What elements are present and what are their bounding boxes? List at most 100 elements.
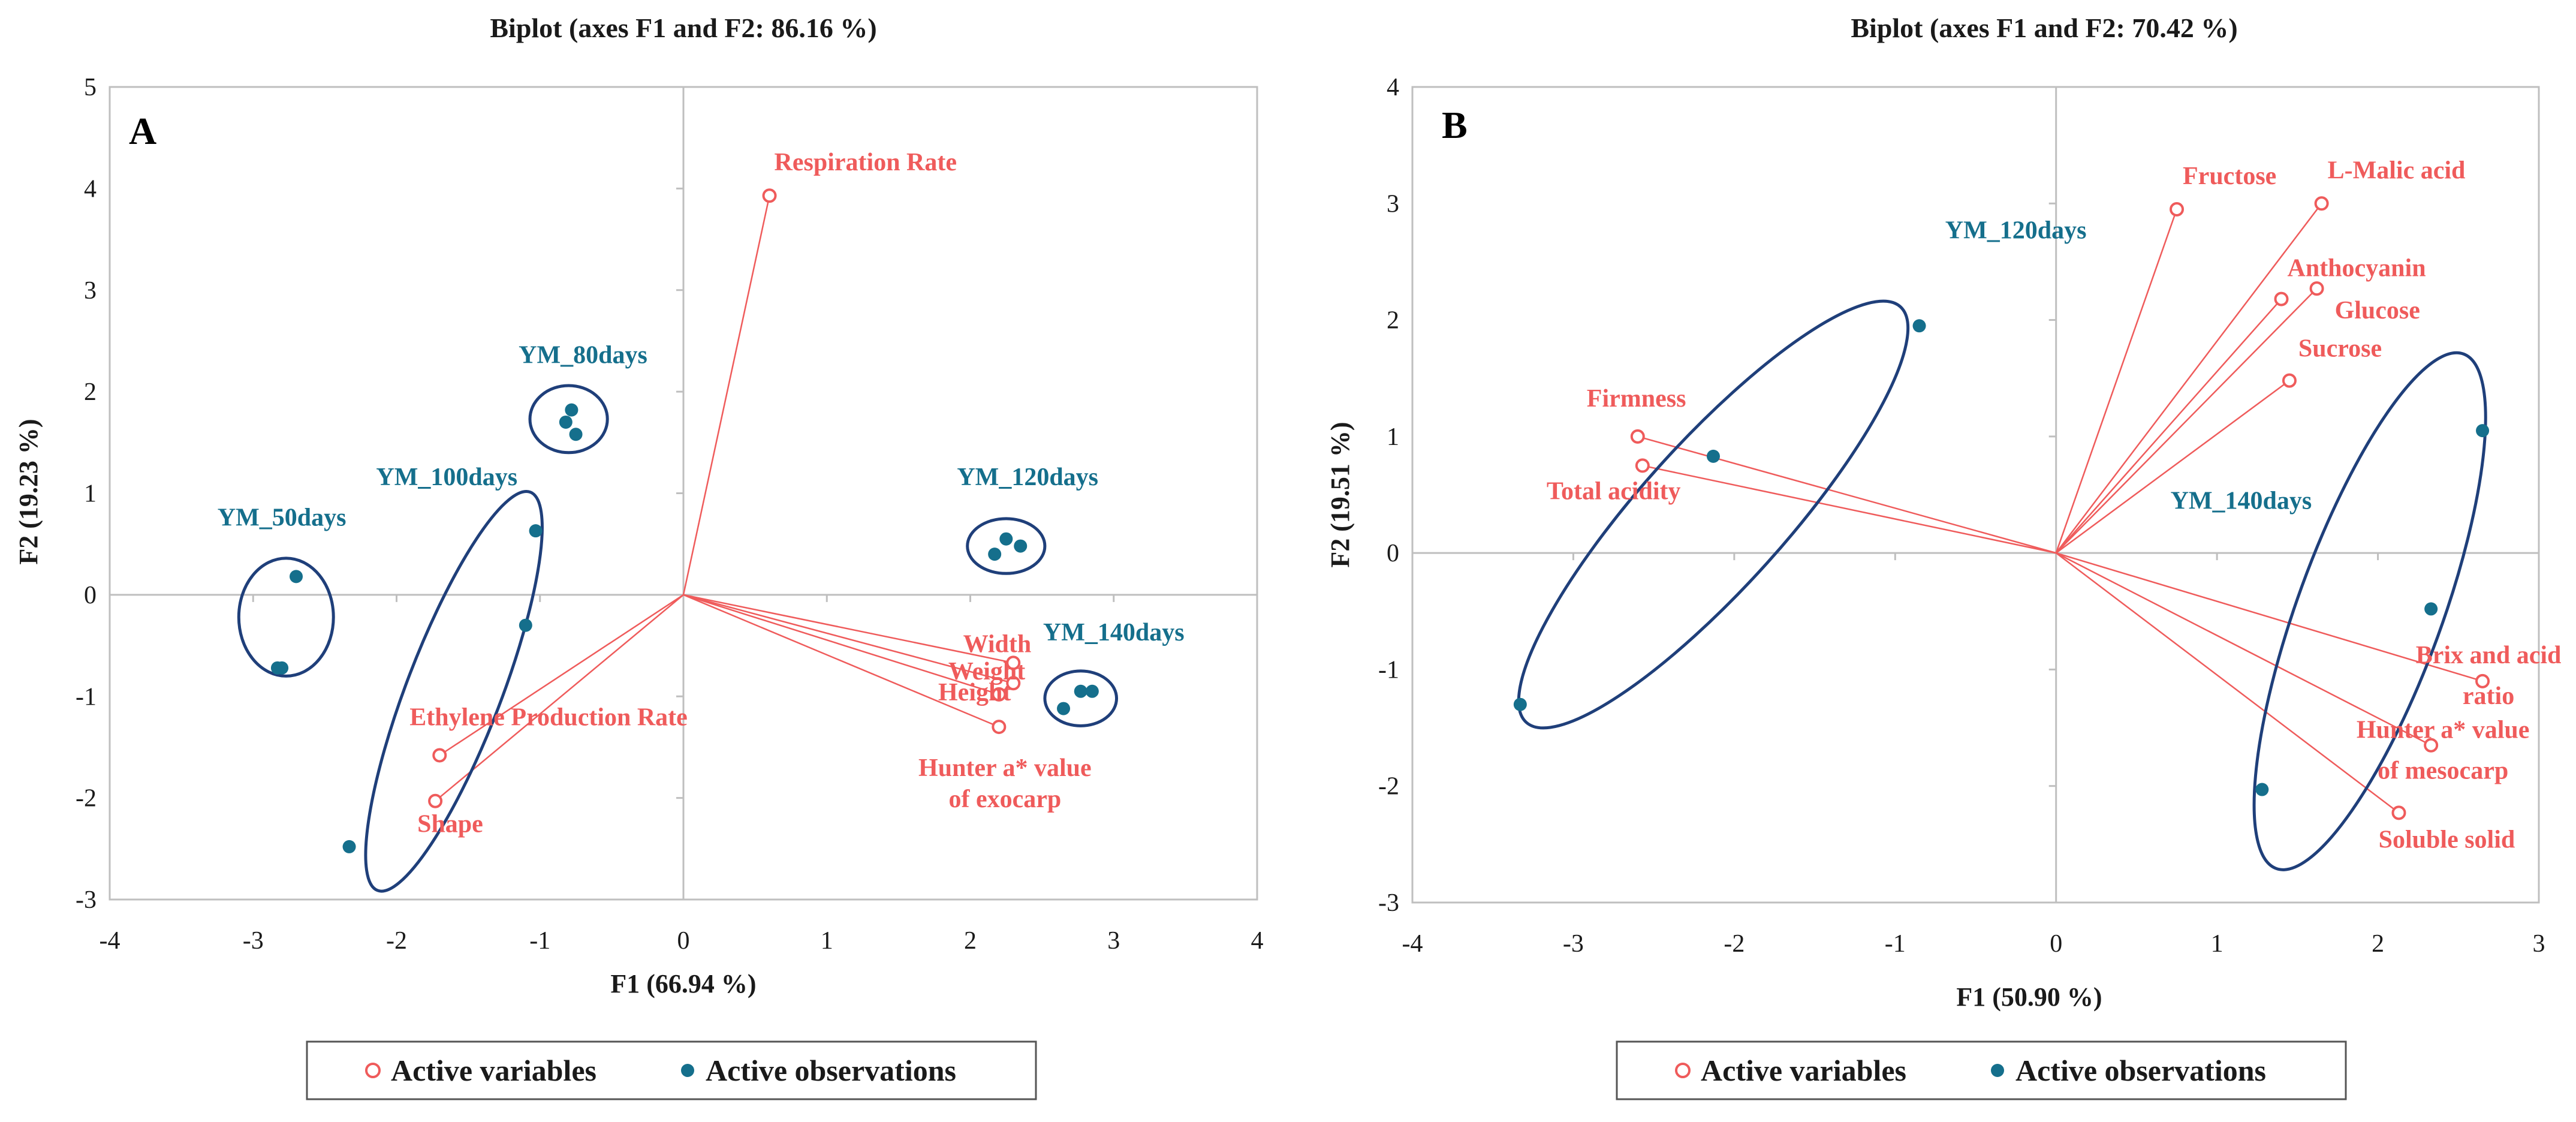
panel-a-group-ellipse xyxy=(528,384,609,455)
panel-b-observation-point xyxy=(2476,424,2490,438)
panel-b-legend-variable-label: Active variables xyxy=(1701,1054,1906,1087)
panel-b-legend-observation-marker xyxy=(1991,1064,2004,1077)
panel-a-legend-box xyxy=(306,1040,1037,1100)
panel-a-group-ellipse xyxy=(364,490,544,893)
panel-b-variables: Fructose L-Malic acid Anthocyanin Glucose Su… xyxy=(1547,157,2562,853)
panel-b-x-axis-title: F1 (50.90 %) xyxy=(1956,982,2102,1012)
panel-b-legend-box xyxy=(1616,1040,2347,1100)
panel-b-legend: Active variables Active observations xyxy=(1616,1040,2347,1100)
panel-a-x-tick-label: 4 xyxy=(1251,927,1264,955)
panel-b-y-tick-label: 1 xyxy=(1387,423,1399,451)
panel-a-variable-marker xyxy=(992,720,1007,735)
panel-a-group-ellipse xyxy=(966,517,1047,575)
panel-a-variable-vector xyxy=(683,594,999,728)
panel-a-observation-point xyxy=(342,840,356,853)
panel-a-y-tick-label: 3 xyxy=(84,277,97,305)
panel-b-variable-label: Glucose xyxy=(2335,297,2420,324)
panel-a-observation-point xyxy=(270,661,284,675)
panel-a-legend-observation-marker xyxy=(681,1064,694,1077)
panel-b-y-tick-label: 2 xyxy=(1387,307,1399,335)
panel-b-y-tick-label: -3 xyxy=(1378,889,1399,917)
panel-b-observation-point xyxy=(2255,783,2269,796)
panel-b-variable-vector xyxy=(2055,380,2290,554)
panel-a-variable-vectors xyxy=(435,195,1014,802)
panel-a-x-tick-label: -2 xyxy=(386,927,407,955)
panel-a-variable-label: Shape xyxy=(417,811,483,838)
panel-a-y-tick-label: 4 xyxy=(84,175,97,203)
panel-b-variable-marker xyxy=(2170,202,2185,216)
panel-a: Biplot (axes F1 and F2: 86.16 %) -4 -3 -2-… xyxy=(14,13,1264,1100)
panel-b-y-tick-label: -1 xyxy=(1378,656,1399,684)
panel-b-variable-label: Sucrose xyxy=(2298,335,2382,363)
panel-b-variable-marker xyxy=(2424,738,2439,753)
panel-b-x-tick-label: -4 xyxy=(1402,930,1423,958)
panel-a-group-label: YM_140days xyxy=(1043,619,1185,646)
panel-b-variable-label: Firmness xyxy=(1587,385,1686,413)
panel-a-observations xyxy=(270,403,1099,853)
panel-a-group-label: YM_80days xyxy=(519,342,647,369)
panel-b-variable-marker xyxy=(2475,673,2490,688)
panel-b-x-tick-label: 3 xyxy=(2533,930,2545,958)
panel-a-group-label: YM_100days xyxy=(376,464,517,491)
panel-b: Biplot (axes F1 and F2: 70.42 %) -4 -3 -2-… xyxy=(1325,13,2562,1100)
panel-b-y-tick-label: 4 xyxy=(1387,74,1399,101)
panel-a-observation-point xyxy=(988,548,1002,561)
panel-a-legend-observation-label: Active observations xyxy=(706,1054,956,1087)
panel-a-group-label: YM_120days xyxy=(957,464,1098,491)
panel-b-variable-marker xyxy=(2309,281,2324,296)
panel-a-observation-point xyxy=(565,403,579,417)
panel-a-variable-label: Respiration Rate xyxy=(775,149,957,176)
panel-b-title: Biplot (axes F1 and F2: 70.42 %) xyxy=(1851,13,2237,43)
panel-a-variable-vector xyxy=(439,594,684,756)
panel-b-y-tick-label: 0 xyxy=(1387,540,1399,567)
panel-b-x-tick-label: -3 xyxy=(1563,930,1584,958)
panel-a-group-ellipse xyxy=(237,557,335,678)
panel-a-variable-marker xyxy=(1006,676,1021,691)
panel-a-variable-label: Width xyxy=(963,630,1032,658)
panel-a-variable-vector xyxy=(683,594,1014,684)
panel-b-variable-label: Fructose xyxy=(2183,163,2276,190)
panel-a-y-tick-label: -3 xyxy=(76,886,97,914)
panel-b-group-ellipse xyxy=(1517,299,1910,730)
panel-a-x-tick-label: -3 xyxy=(243,927,264,955)
panel-a-group-ellipses xyxy=(237,384,1119,893)
panel-a-legend-variable-marker xyxy=(365,1063,381,1078)
panel-b-group-label: YM_120days xyxy=(1945,217,2087,245)
panel-b-observation-point xyxy=(1513,697,1527,711)
panel-a-y-tick-label: 0 xyxy=(84,582,97,609)
panel-a-letter: A xyxy=(129,110,156,152)
panel-a-legend: Active variables Active observations xyxy=(306,1040,1037,1100)
panel-b-legend-observation-label: Active observations xyxy=(2015,1054,2266,1087)
panel-a-variable-vector xyxy=(682,195,770,595)
panel-a-variable-vector xyxy=(683,594,1014,664)
panel-a-observation-point xyxy=(1074,684,1087,698)
panel-b-variable-marker xyxy=(1635,458,1650,473)
panel-b-variable-vector xyxy=(1637,435,2057,554)
panel-b-variable-label: Brix and acid ratio xyxy=(2416,642,2562,710)
panel-a-legend-variable-label: Active variables xyxy=(391,1054,596,1087)
panel-b-group-labels: YM_120days YM_140days xyxy=(1945,217,2312,515)
panel-b-group-ellipse xyxy=(2252,351,2487,871)
panel-b-group-label: YM_140days xyxy=(2171,487,2312,515)
panel-a-observation-point xyxy=(290,570,303,583)
panel-a-variable-label: Hunter a* value of exocarp xyxy=(918,754,1092,813)
panel-b-observation-point xyxy=(1706,449,1720,463)
panel-b-variable-label: Soluble solid xyxy=(2379,826,2515,853)
panel-a-observation-point xyxy=(1014,539,1028,553)
panel-a-title: Biplot (axes F1 and F2: 86.16 %) xyxy=(490,13,876,43)
panel-b-observation-point xyxy=(1912,319,1926,333)
panel-b-variable-vectors xyxy=(1637,203,2483,814)
panel-a-observation-point xyxy=(569,428,583,441)
panel-a-variable-label: Weight xyxy=(948,658,1025,685)
panel-a-y-tick-label: -2 xyxy=(76,785,97,813)
panel-a-variable-label: Height xyxy=(938,679,1011,706)
panel-b-variable-label: Total acidity xyxy=(1547,477,1681,505)
panel-a-observation-point xyxy=(529,524,543,538)
panel-b-variable-marker xyxy=(2314,196,2329,211)
panel-b-observation-point xyxy=(2424,602,2438,616)
panel-a-observation-point xyxy=(559,415,573,429)
panel-a-x-tick-label: -4 xyxy=(100,927,120,955)
panel-b-variable-vector xyxy=(1642,465,2056,554)
